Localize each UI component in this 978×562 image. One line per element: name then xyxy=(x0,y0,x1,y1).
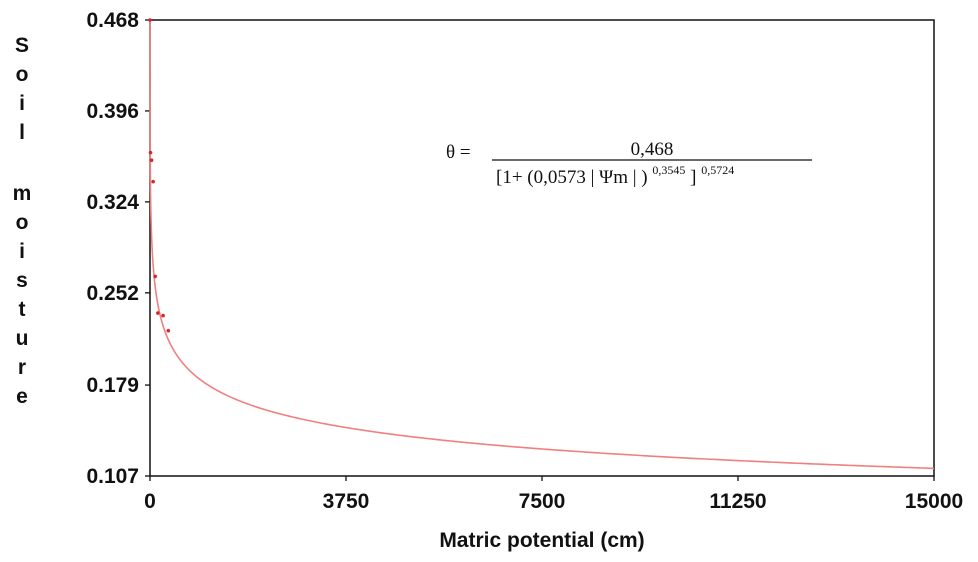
y-label-letter: i xyxy=(19,92,25,115)
y-label-letter: i xyxy=(19,240,25,263)
x-axis-ticks: 0 3750 7500 11250 15000 xyxy=(144,476,963,513)
observed-point xyxy=(161,313,165,318)
y-label-letter: r xyxy=(18,356,26,379)
y-label-letter: s xyxy=(16,269,28,292)
equation-numerator: 0,468 xyxy=(631,139,674,160)
y-tick-label: 0.252 xyxy=(86,282,139,305)
y-label-letter: t xyxy=(19,298,26,321)
observed-point xyxy=(153,274,158,279)
y-tick-label: 0.179 xyxy=(86,374,139,397)
series-layer xyxy=(148,18,935,470)
equation-denominator-main: [1+ (0,0573 | Ψm | ) xyxy=(496,167,648,188)
plot-frame xyxy=(149,19,935,477)
y-axis-ticks: 0.468 0.396 0.324 0.252 0.179 0.107 xyxy=(86,9,150,488)
x-axis-label: Matric potential (cm) xyxy=(439,529,644,552)
equation-denominator: [1+ (0,0573 | Ψm | ) 0,3545 ] 0,5724 xyxy=(496,158,734,188)
equation-bracket-close: ] xyxy=(690,167,696,188)
y-label-letter: o xyxy=(16,63,29,86)
observed-point xyxy=(148,150,153,155)
fitted-curve xyxy=(149,20,935,470)
y-tick-label: 0.396 xyxy=(86,100,139,123)
observed-point xyxy=(149,158,154,163)
y-label-letter: l xyxy=(19,121,25,144)
observed-point xyxy=(166,328,171,333)
x-tick-label: 3750 xyxy=(323,490,370,513)
y-label-letter: u xyxy=(16,327,29,350)
x-tick-label: 0 xyxy=(144,490,156,513)
equation-lhs: θ = xyxy=(446,142,471,163)
equation-exponent-m: 0,5724 xyxy=(701,163,734,177)
x-tick-label: 7500 xyxy=(519,490,566,513)
x-tick-label: 11250 xyxy=(709,490,766,513)
y-label-letter: e xyxy=(16,385,28,408)
y-tick-label: 0.324 xyxy=(86,191,139,214)
y-tick-label: 0.107 xyxy=(86,465,139,488)
y-label-letter: m xyxy=(13,182,32,205)
observed-point xyxy=(151,179,155,184)
observed-point xyxy=(148,18,152,22)
y-label-letter: o xyxy=(16,211,29,234)
y-tick-label: 0.468 xyxy=(86,9,139,32)
y-label-letter: S xyxy=(15,34,29,57)
observed-point xyxy=(156,311,160,315)
x-tick-label: 15000 xyxy=(905,490,963,513)
equation-annotation: θ = 0,468 [1+ (0,0573 | Ψm | ) 0,3545 ] … xyxy=(446,139,812,188)
equation-exponent-n: 0,3545 xyxy=(652,163,685,177)
